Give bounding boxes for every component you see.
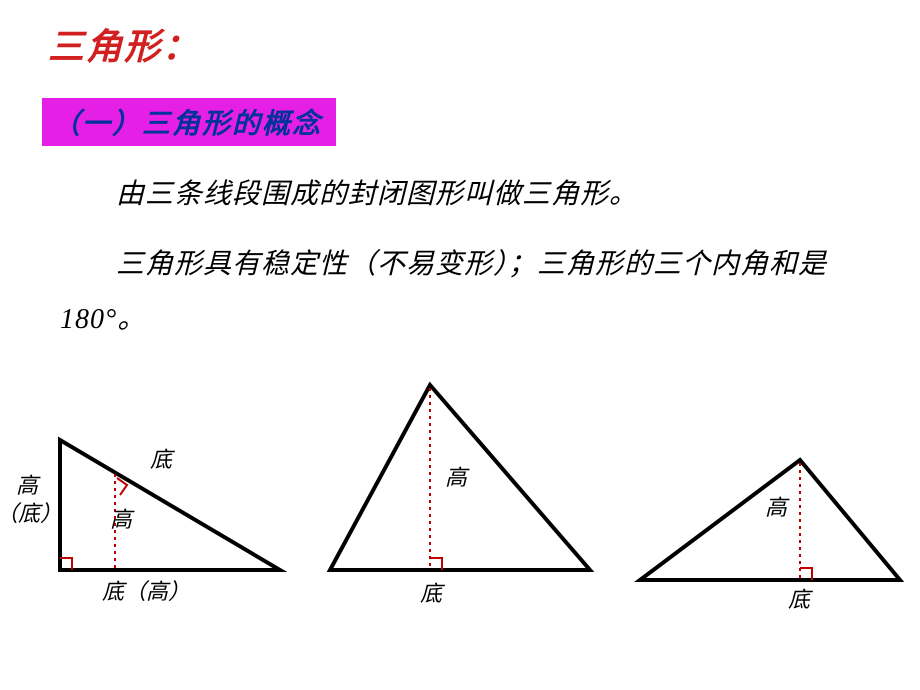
label-gao: 高 <box>765 490 787 522</box>
section-heading: （一）三角形的概念 <box>42 98 336 146</box>
paragraph-definition: 由三条线段围成的封闭图形叫做三角形。 <box>60 168 860 223</box>
label-di-bottom: 底（高） <box>102 574 190 606</box>
diagram-row: 高 （底） 底 高 底（高） 高 底 高 底 <box>0 390 920 650</box>
paragraph-properties: 三角形具有稳定性（不易变形）；三角形的三个内角和是180°。 <box>60 238 860 347</box>
label-gao: 高 <box>445 460 467 492</box>
label-di: 底 <box>420 576 442 608</box>
label-di: 底 <box>788 582 810 614</box>
triangle-obtuse: 高 底 <box>620 430 920 630</box>
label-gao-inside: 高 <box>110 502 132 534</box>
triangle-right: 高 （底） 底 高 底（高） <box>10 400 310 620</box>
label-di-left: （底） <box>0 496 62 528</box>
label-di-top: 底 <box>150 442 172 474</box>
triangle-acute: 高 底 <box>310 370 610 630</box>
page-title: 三角形： <box>48 18 200 70</box>
